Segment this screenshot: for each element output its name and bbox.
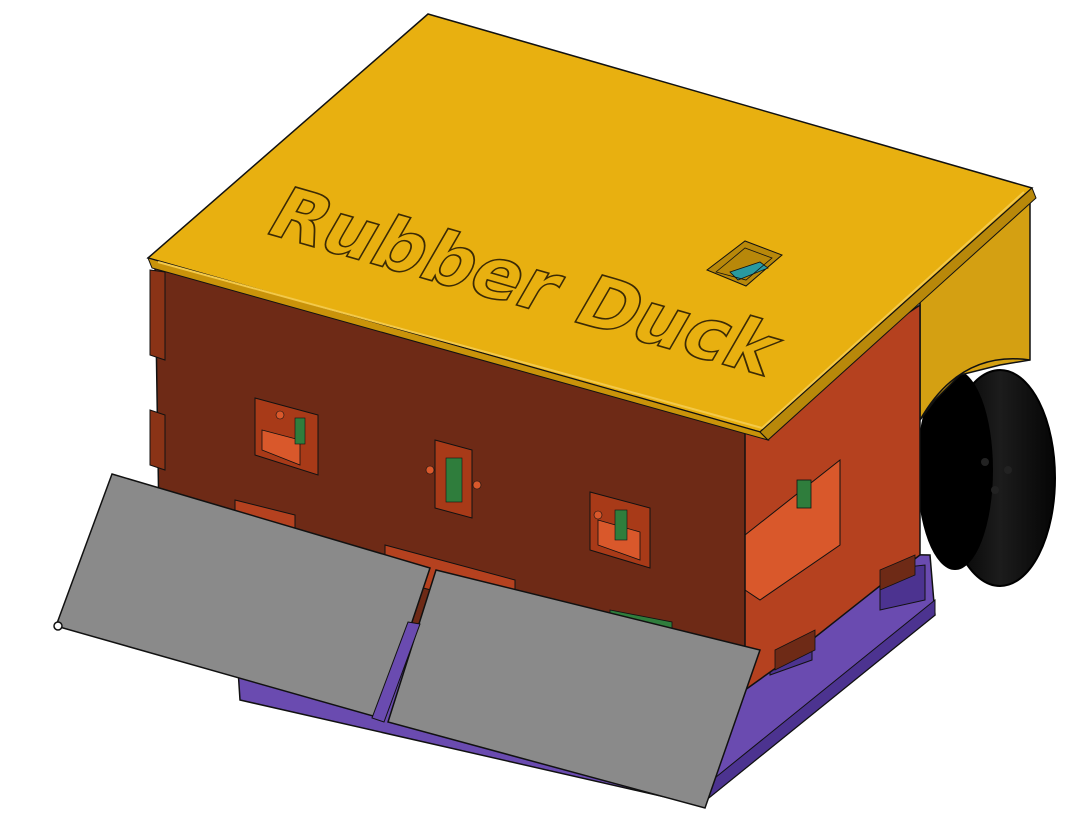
front-plow <box>53 473 761 809</box>
right-wheel <box>917 369 1056 587</box>
origin-marker <box>53 621 63 631</box>
side-sensor-pcb <box>796 479 812 509</box>
lid-side-skirt <box>919 198 1031 423</box>
sensor-window-3 <box>589 491 651 569</box>
lid-slot <box>706 240 783 287</box>
sensor-window-1 <box>254 397 319 476</box>
sensor-window-2 <box>425 439 482 519</box>
